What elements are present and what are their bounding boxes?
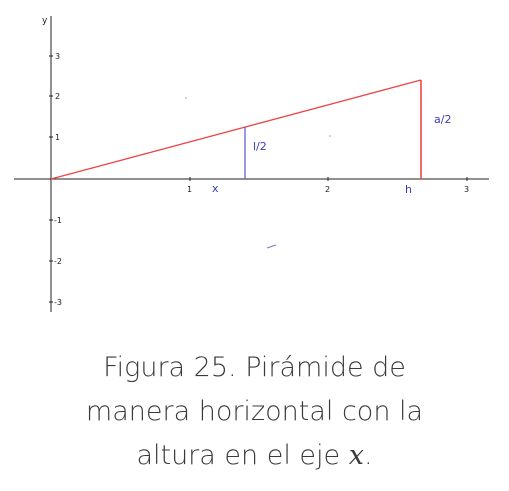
caption-math-variable: x — [348, 440, 364, 471]
caption-line-2: manera horizontal con la — [85, 396, 424, 427]
y-tick-label: -2 — [54, 257, 62, 266]
caption-line-1: Figura 25. Pirámide de — [103, 352, 406, 383]
x-tick-label: 1 — [187, 185, 192, 194]
caption-line-3-suffix: . — [363, 440, 373, 471]
h-position-label: h — [405, 183, 412, 196]
pyramid-diagram: y 3 2 1 -1 -2 -3 1 2 3 x h l/2 a/2 — [14, 16, 489, 312]
caption-line-3: altura en el eje x. — [0, 434, 509, 478]
x-position-label: x — [212, 182, 219, 195]
half-l-label: l/2 — [253, 140, 267, 153]
half-a-label: a/2 — [434, 113, 451, 126]
y-tick-label: 2 — [55, 92, 60, 101]
hypotenuse-line — [50, 79, 422, 180]
x-ticks — [189, 177, 468, 181]
x-tick-label: 3 — [464, 185, 469, 194]
y-ticks — [49, 55, 53, 303]
stray-dot — [329, 135, 331, 137]
stray-dot — [185, 97, 187, 99]
x-tick-label: 2 — [325, 185, 330, 194]
caption-line-3-prefix: altura en el eje — [136, 440, 349, 471]
y-tick-label: 3 — [55, 52, 60, 61]
y-axis-label: y — [42, 16, 48, 26]
y-tick-label: -3 — [54, 298, 62, 307]
y-tick-label: 1 — [55, 133, 60, 142]
stray-mark — [266, 244, 277, 249]
y-tick-label: -1 — [54, 216, 62, 225]
figure-caption: Figura 25. Pirámide de manera horizontal… — [0, 346, 509, 478]
